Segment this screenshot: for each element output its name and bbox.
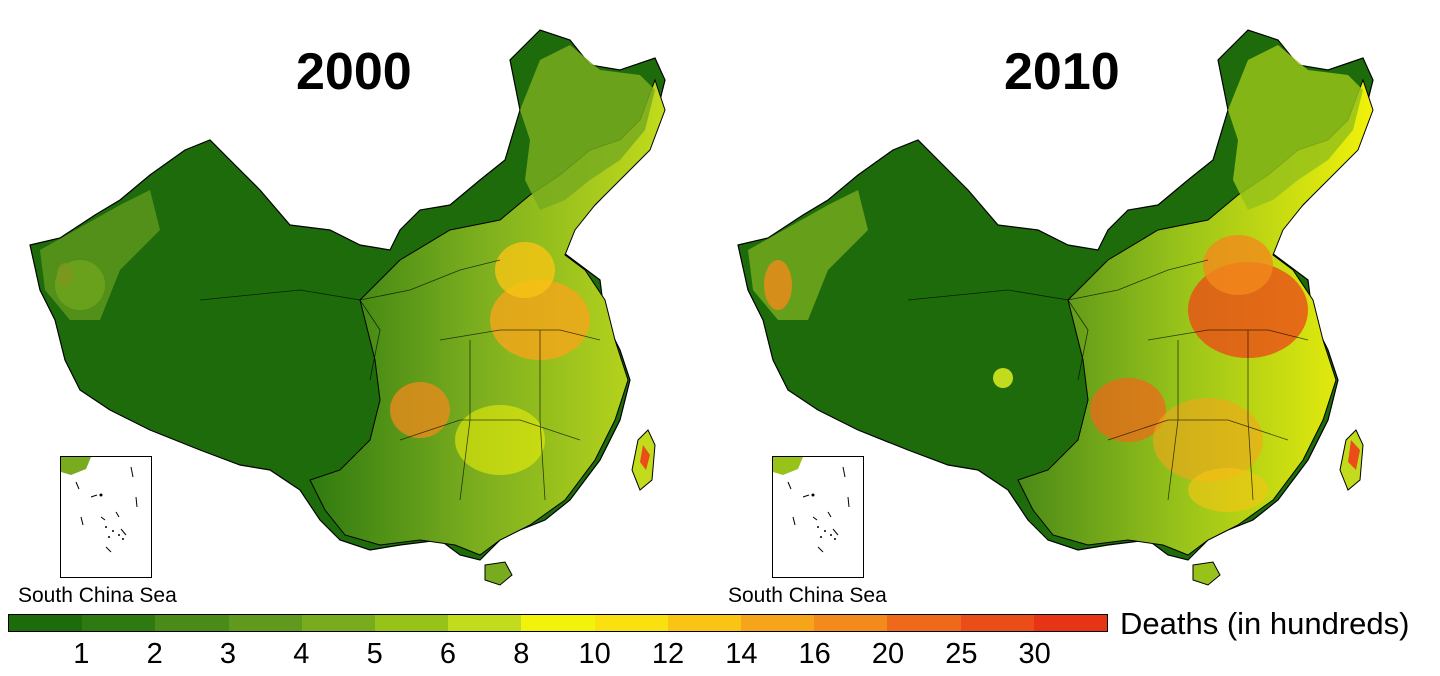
- legend-color-cell: [960, 615, 1034, 631]
- legend-color-cell: [741, 615, 815, 631]
- legend-color-cell: [814, 615, 888, 631]
- legend-tick-label: 8: [513, 638, 530, 670]
- legend-color-cell: [521, 615, 595, 631]
- hotspot-south: [1153, 398, 1263, 482]
- legend-color-cell: [228, 615, 302, 631]
- legend-color-cell: [448, 615, 522, 631]
- legend-color-cell: [301, 615, 376, 631]
- region-northeast: [520, 45, 655, 210]
- legend-color-cell: [667, 615, 742, 631]
- south-china-sea-inset: [60, 456, 152, 578]
- map-panel-2000: 2000 South China Sea: [0, 0, 720, 607]
- hotspot-guangdong: [1188, 468, 1268, 512]
- hainan: [484, 561, 513, 586]
- legend-color-cell: [887, 615, 961, 631]
- legend-tick-row: 1 2 3 4 5 6 8 10 12 14 16 20 25 30: [8, 638, 1108, 674]
- legend-color-cell: [594, 615, 668, 631]
- legend-tick-label: 1: [73, 638, 90, 670]
- legend-tick-label: 10: [578, 638, 611, 670]
- legend-title: Deaths (in hundreds): [1120, 606, 1410, 641]
- hotspot-sichuan: [390, 382, 450, 438]
- hotspot-sichuan: [1090, 378, 1166, 442]
- legend-tick-label: 5: [366, 638, 383, 670]
- hotspot-xinjiang: [764, 260, 792, 310]
- legend-color-cell: [1033, 615, 1108, 631]
- hotspot-south: [455, 405, 545, 475]
- legend-tick-label: 14: [725, 638, 758, 670]
- legend-tick-label: 25: [945, 638, 978, 670]
- legend-color-bar: [8, 614, 1108, 632]
- region-northeast: [1228, 45, 1363, 210]
- legend-color-cell: [375, 615, 449, 631]
- legend-tick-label: 3: [219, 638, 237, 670]
- hotspot-north-china: [1203, 235, 1273, 295]
- legend-color-cell: [82, 615, 156, 631]
- map-title: 2010: [1004, 43, 1120, 101]
- inset-label: South China Sea: [18, 584, 177, 607]
- hainan: [1192, 561, 1221, 586]
- legend-color-cell: [9, 615, 83, 631]
- legend-tick-label: 16: [798, 638, 831, 670]
- hotspot-central: [490, 280, 590, 360]
- legend-tick-label: 20: [871, 638, 905, 670]
- legend-tick-label: 30: [1018, 638, 1051, 670]
- legend-tick-label: 2: [146, 638, 163, 670]
- legend-tick-label: 12: [651, 638, 685, 670]
- hotspot-north-china: [495, 242, 555, 298]
- map-title: 2000: [296, 43, 412, 101]
- legend-tick-label: 4: [293, 638, 310, 670]
- inset-label: South China Sea: [728, 584, 887, 607]
- china-map-2000: [29, 29, 666, 586]
- map-panel-2010: 2010 South China Sea: [708, 0, 1428, 607]
- legend-color-cell: [155, 615, 229, 631]
- south-china-sea-inset: [772, 456, 864, 578]
- legend-tick-label: 6: [439, 638, 457, 670]
- china-map-2010: [737, 29, 1374, 586]
